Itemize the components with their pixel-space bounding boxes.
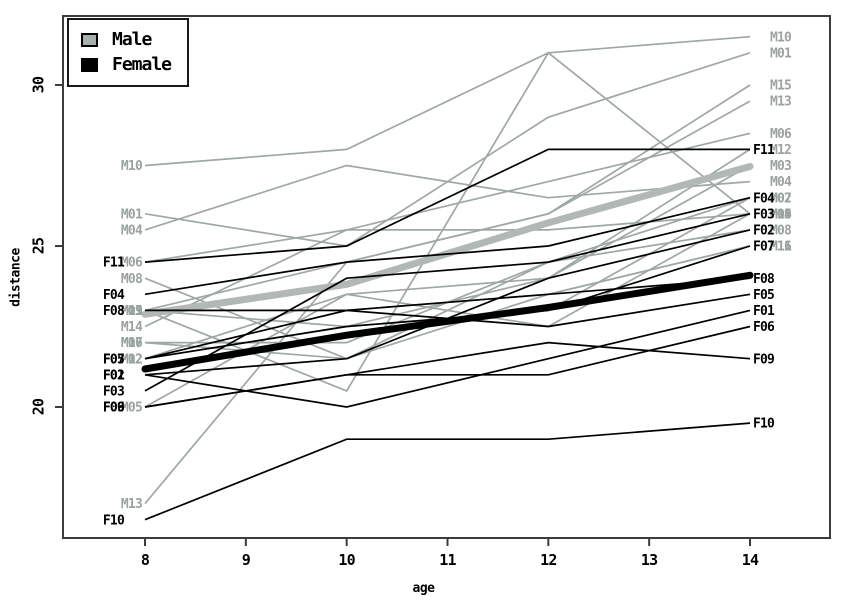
label-right-F05: F05 [753,288,774,303]
x-tick-label: 10 [338,551,355,569]
label-left-F09: F09 [103,401,124,416]
label-right-F02: F02 [753,223,774,238]
label-right-M09: M09 [770,207,791,222]
line-F09 [144,341,751,408]
line-F10 [144,422,751,521]
female-swatch-icon [81,58,98,72]
label-right-F03: F03 [753,207,774,222]
line-F11 [144,148,750,263]
x-tick-label: 9 [242,551,251,569]
label-right-M16: M16 [770,240,792,255]
label-right-M03: M03 [770,159,791,174]
label-left-M02: M02 [121,352,142,367]
legend-item-female: Female [81,56,187,74]
y-tick-label: 20 [29,398,47,415]
label-left-M09: M09 [121,304,142,319]
label-left-M04: M04 [121,223,143,238]
label-right-F08: F08 [753,272,775,287]
x-tick-label: 8 [141,551,150,569]
label-right-F07: F07 [753,240,774,255]
label-right-M13: M13 [770,95,791,110]
line-F04 [144,196,751,296]
label-right-M15: M15 [770,79,791,94]
label-left-M13: M13 [121,497,142,512]
label-right-M04: M04 [770,175,792,190]
label-right-M10: M10 [770,30,792,45]
label-left-F01: F01 [103,368,125,383]
label-left-F06: F06 [103,401,125,416]
x-tick-label: 12 [540,551,556,569]
label-left-F03: F03 [103,384,124,399]
label-left-M10: M10 [121,159,143,174]
legend-male-label: Male [112,29,152,50]
label-left-M12: M12 [121,352,142,367]
label-left-M07: M07 [121,336,142,351]
label-left-F11: F11 [103,256,125,271]
label-left-F10: F10 [103,513,125,528]
label-right-F06: F06 [753,320,775,335]
label-left-M03: M03 [121,304,142,319]
label-right-F01: F01 [753,304,775,319]
x-tick-label: 11 [439,551,456,569]
label-right-M06: M06 [770,127,792,142]
label-right-M05: M05 [770,207,791,222]
y-axis-title: distance [8,248,24,307]
female-mean-line [141,271,754,373]
x-tick-label: 13 [641,551,658,569]
plot-box [62,15,831,539]
label-right-F11: F11 [753,143,775,158]
label-right-M07: M07 [770,191,791,206]
line-M04 [144,164,751,231]
line-M08 [144,229,751,360]
legend: Male Female [67,18,189,87]
label-left-M14: M14 [121,320,143,335]
label-right-M02: M02 [770,191,791,206]
male-swatch-icon [81,33,98,47]
label-right-F09: F09 [753,352,774,367]
y-tick-label: 30 [29,76,47,93]
label-right-M11: M11 [770,240,792,255]
label-left-F07: F07 [103,352,124,367]
label-right-M12: M12 [770,143,791,158]
label-left-M06: M06 [121,256,143,271]
x-axis-title: age [412,581,435,596]
label-right-F04: F04 [753,191,775,206]
legend-item-male: Male [81,31,187,49]
label-right-F10: F10 [753,417,775,432]
label-left-M11: M11 [121,304,143,319]
label-left-M16: M16 [121,336,143,351]
label-right-M01: M01 [770,46,792,61]
legend-female-label: Female [112,54,172,75]
label-left-M15: M15 [121,304,142,319]
label-left-F02: F02 [103,368,124,383]
label-left-F08: F08 [103,304,125,319]
label-right-M14: M14 [770,207,792,222]
line-M12 [144,148,751,360]
label-right-M08: M08 [770,223,792,238]
y-tick-label: 25 [29,237,47,254]
line-M10 [144,35,751,167]
label-left-F04: F04 [103,288,125,303]
label-left-M05: M05 [121,401,142,416]
x-tick-label: 14 [742,551,759,569]
label-left-F05: F05 [103,352,124,367]
label-left-M08: M08 [121,272,143,287]
label-left-M01: M01 [121,207,143,222]
line-F08 [145,277,751,312]
